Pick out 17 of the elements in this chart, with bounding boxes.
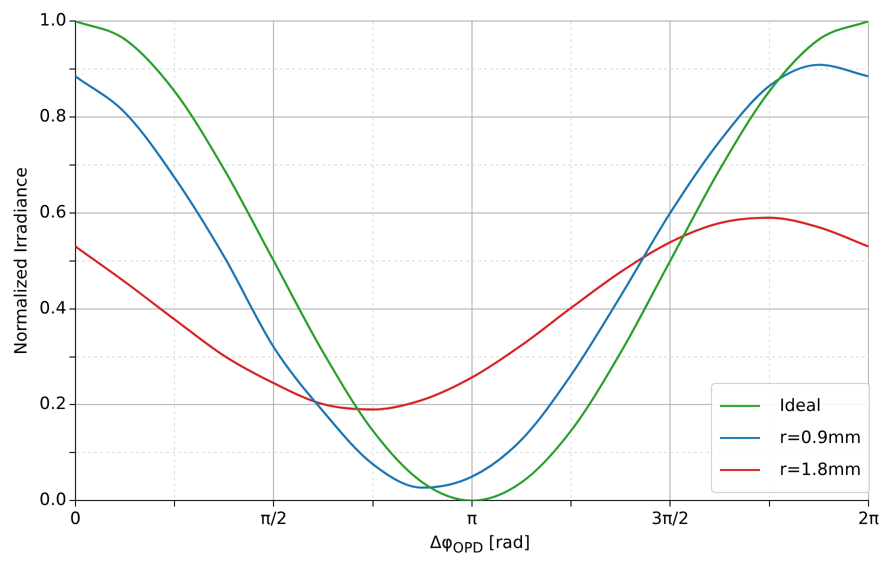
x-tick-label: 0 — [70, 509, 81, 530]
y-tick-label: 0.0 — [39, 490, 66, 510]
x-tick-label: 2π — [858, 509, 880, 530]
legend-label: r=1.8mm — [780, 459, 861, 482]
y-tick-label: 0.4 — [39, 298, 66, 318]
y-tick-label: 0.2 — [39, 394, 66, 414]
y-tick-label: 0.6 — [39, 202, 66, 222]
line-series — [75, 216, 868, 411]
x-tick-label: π — [466, 509, 478, 530]
x-tick-label: 3π/2 — [651, 509, 689, 530]
y-axis-title: Normalized Irradiance — [12, 167, 32, 355]
y-tick-label: 0.8 — [39, 106, 66, 126]
legend-label: Ideal — [780, 395, 822, 418]
legend-label: r=0.9mm — [780, 427, 861, 450]
y-tick-label: 1.0 — [39, 10, 66, 31]
x-tick-label: π/2 — [260, 509, 288, 530]
x-axis-title: Δφ$_{OPD}$ [rad] — [428, 533, 532, 556]
